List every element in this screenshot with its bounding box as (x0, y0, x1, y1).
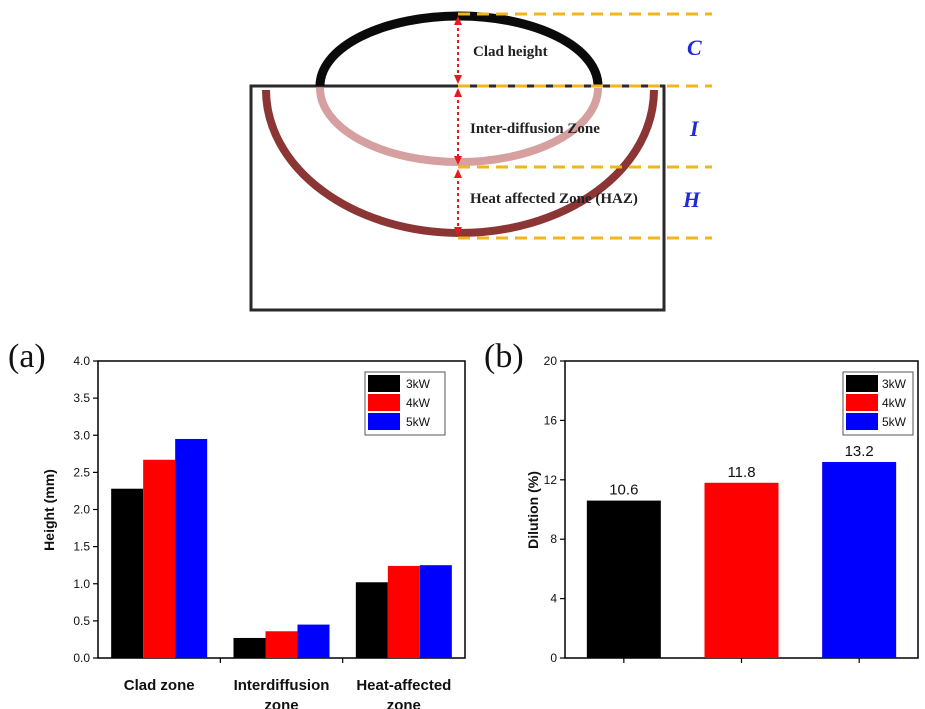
chart-a-axes: 0.0 0.5 1.0 1.5 2.0 2.5 3.0 3.5 4.0 (73, 354, 466, 665)
chart-b-legend-label: 5kW (882, 415, 907, 429)
haz-label: Heat affected Zone (HAZ) (470, 191, 638, 207)
chart-a-category-label: Interdiffusion (234, 677, 330, 694)
chart-a-legend-swatch-4kW (368, 394, 400, 411)
chart-b-data-labels: 10.6 11.8 13.2 (609, 443, 874, 499)
bar-5kW-2 (297, 624, 330, 658)
chart-a-ytick-label: 2.5 (73, 465, 90, 479)
chart-a-legend-label: 4kW (406, 396, 431, 410)
chart-b-ylabel: Dilution (%) (525, 471, 541, 549)
chart-a-ytick-label: 4.0 (73, 354, 90, 368)
bar-5kW-3 (419, 565, 452, 658)
chart-a-ytick-label: 2.0 (73, 503, 90, 517)
chart-a-ytick-label: 3.5 (73, 391, 90, 405)
bar-3kW-2 (233, 637, 266, 658)
chart-a-category-label: Heat-affected (356, 677, 451, 694)
chart-a-legend-label: 3kW (406, 377, 431, 391)
bar-3kW-3 (355, 582, 388, 658)
chart-a-x-labels: Clad zone Interdiffusion zone Heat-affected… (124, 677, 452, 709)
bar-5kW-1 (175, 438, 208, 658)
chart-a-category-label: zone (387, 697, 421, 709)
chart-a-legend-label: 5kW (406, 415, 431, 429)
chart-a-ytick-label: 1.0 (73, 577, 90, 591)
chart-b-bars (586, 461, 897, 658)
clad-height-label: Clad height (473, 44, 548, 60)
chart-b-legend-label: 3kW (882, 377, 907, 391)
bar-3kW-1 (111, 488, 144, 658)
chart-a-legend: 3kW 4kW 5kW (364, 371, 446, 436)
chart-a-height: (a) Height (mm) 0.0 0.5 1.0 1.5 2.0 2.5 3.0 3.5… (8, 338, 466, 709)
chart-b-legend-swatch-4kW (846, 394, 878, 411)
chart-b-ytick-label: 16 (544, 413, 558, 427)
chart-a-category-label: zone (264, 697, 298, 709)
chart-b-ytick-label: 0 (550, 651, 557, 665)
panel-label-b: (b) (484, 338, 524, 375)
inter-diffusion-arrow (454, 88, 462, 165)
chart-b-data-label: 11.8 (727, 464, 755, 481)
chart-b-legend: 3kW 4kW 5kW (842, 371, 914, 436)
chart-b-ytick-label: 12 (544, 473, 558, 487)
bar-4kW (704, 482, 779, 658)
chart-a-bars (111, 438, 452, 658)
chart-a-ytick-label: 1.5 (73, 540, 90, 554)
chart-a-ylabel: Height (mm) (41, 469, 57, 551)
bar-4kW-1 (143, 459, 176, 658)
substrate-box (249, 84, 666, 312)
chart-b-data-label: 10.6 (609, 482, 638, 499)
chart-b-legend-swatch-5kW (846, 413, 878, 430)
haz-boundary-arc (262, 89, 658, 237)
haz-letter-h: H (682, 187, 701, 212)
bar-3kW (586, 500, 661, 658)
inter-diffusion-label: Inter-diffusion Zone (470, 121, 600, 137)
chart-b-data-label: 13.2 (845, 443, 874, 460)
chart-a-ytick-label: 0.0 (73, 651, 90, 665)
bar-5kW (822, 461, 897, 658)
chart-a-category-label: Clad zone (124, 677, 195, 694)
chart-a-legend-swatch-3kW (368, 375, 400, 392)
clad-height-arrow (454, 16, 462, 84)
inter-diffusion-letter-i: I (689, 116, 700, 141)
chart-a-ytick-label: 3.0 (73, 428, 90, 442)
chart-b-ytick-label: 8 (550, 532, 557, 546)
panel-label-a: (a) (8, 338, 46, 375)
chart-b-ytick-label: 4 (550, 592, 557, 606)
clad-schematic: Clad height Inter-diffusion Zone Heat af… (249, 11, 712, 312)
chart-b-legend-swatch-3kW (846, 375, 878, 392)
chart-a-legend-swatch-5kW (368, 413, 400, 430)
chart-b-legend-label: 4kW (882, 396, 907, 410)
clad-letter-c: C (687, 35, 702, 60)
chart-a-ytick-label: 0.5 (73, 614, 90, 628)
bar-4kW-2 (265, 631, 298, 658)
haz-arrow (454, 169, 462, 236)
bar-4kW-3 (387, 565, 420, 658)
chart-b-ytick-label: 20 (544, 354, 558, 368)
clad-bead-arc (315, 11, 603, 87)
